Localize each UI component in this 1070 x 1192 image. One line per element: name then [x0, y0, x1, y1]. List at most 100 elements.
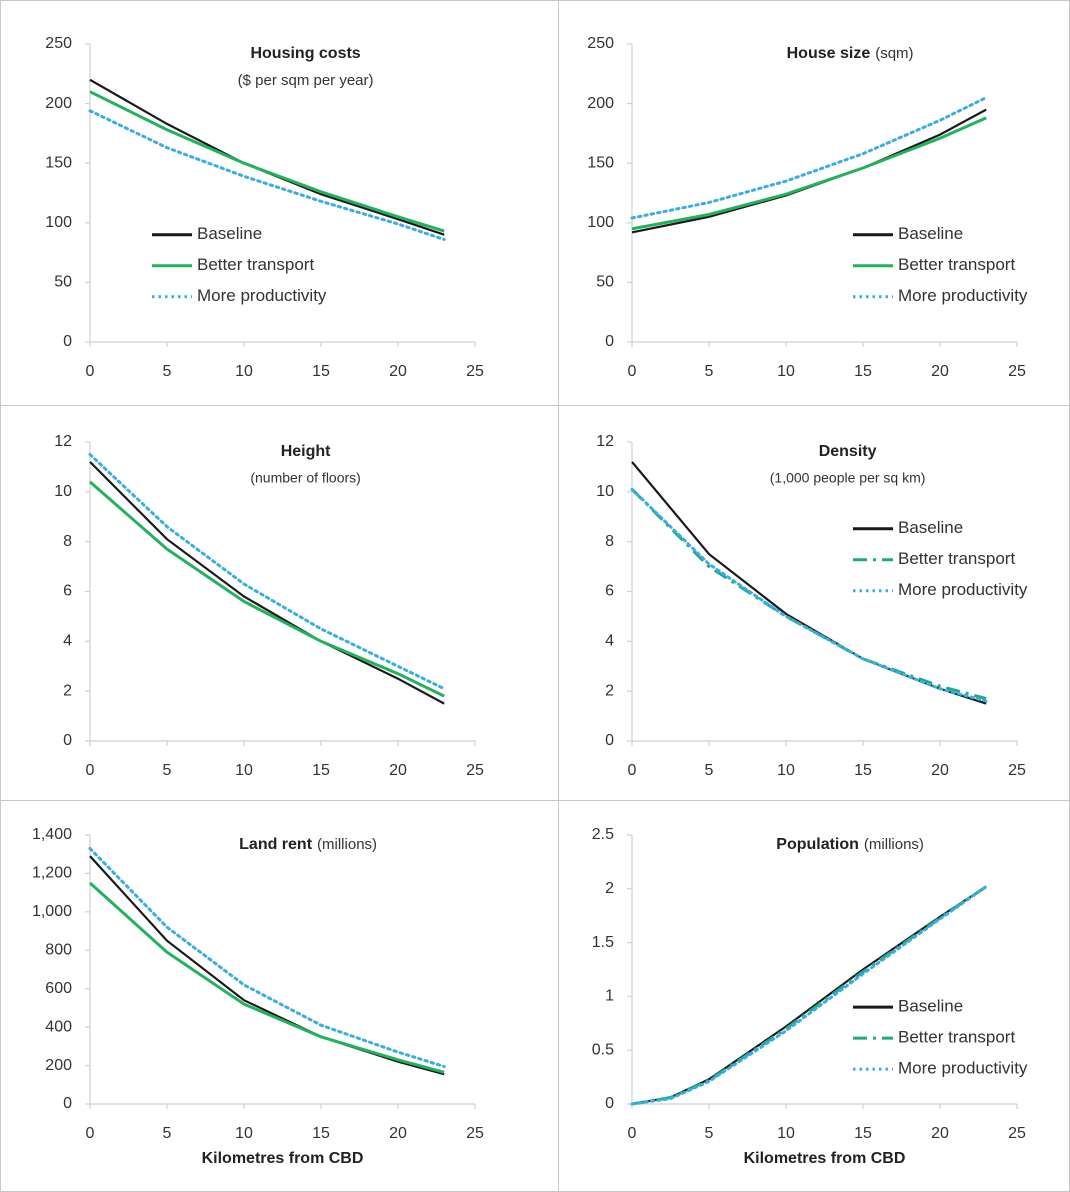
- x-tick-label: 25: [1008, 363, 1026, 380]
- legend-label: Better transport: [898, 1028, 1015, 1047]
- series-line: [88, 109, 446, 241]
- chart-title: Housing costs: [250, 45, 360, 62]
- chart-title: Height: [281, 443, 331, 460]
- y-tick-label: 10: [54, 483, 72, 500]
- y-tick-label: 0: [605, 1095, 614, 1112]
- legend-label: More productivity: [898, 286, 1028, 305]
- y-tick-label: 6: [63, 583, 72, 600]
- x-tick-label: 20: [389, 363, 407, 380]
- x-tick-label: 25: [466, 363, 484, 380]
- x-tick-label: 10: [777, 762, 795, 779]
- x-tick-label: 25: [1008, 1125, 1026, 1142]
- y-tick-label: 1,200: [32, 865, 72, 882]
- x-tick-label: 20: [931, 1125, 949, 1142]
- chart-subtitle: (number of floors): [250, 470, 360, 486]
- chart-title: Land rent: [239, 836, 313, 853]
- legend-label: More productivity: [898, 580, 1028, 599]
- y-tick-label: 2: [605, 682, 614, 699]
- x-tick-label: 20: [931, 363, 949, 380]
- y-tick-label: 1: [605, 988, 614, 1005]
- legend-label: Baseline: [898, 224, 963, 243]
- y-tick-label: 8: [63, 533, 72, 550]
- y-tick-label: 150: [587, 154, 614, 171]
- y-tick-label: 1,000: [32, 903, 72, 920]
- y-tick-label: 12: [54, 433, 72, 450]
- legend-label: More productivity: [898, 1059, 1028, 1078]
- x-tick-label: 15: [312, 1125, 330, 1142]
- legend-label: Baseline: [898, 518, 963, 537]
- legend-label: Better transport: [898, 255, 1015, 274]
- series-line: [88, 847, 446, 1068]
- x-tick-label: 5: [163, 363, 172, 380]
- y-tick-label: 4: [605, 633, 614, 650]
- x-tick-label: 5: [705, 762, 714, 779]
- y-tick-label: 0: [605, 732, 614, 749]
- series-line: [631, 116, 987, 231]
- x-tick-label: 0: [86, 1125, 95, 1142]
- x-tick-label: 25: [466, 1125, 484, 1142]
- x-tick-label: 0: [628, 363, 637, 380]
- legend-label: Baseline: [898, 997, 963, 1016]
- series-line: [630, 487, 988, 703]
- series-line: [630, 885, 988, 1106]
- x-tick-label: 20: [389, 1125, 407, 1142]
- series-line: [631, 108, 987, 234]
- y-tick-label: 0: [63, 732, 72, 749]
- y-tick-label: 0: [63, 333, 72, 350]
- y-tick-label: 4: [63, 633, 72, 650]
- y-tick-label: 250: [45, 35, 72, 52]
- y-tick-label: 200: [45, 1057, 72, 1074]
- x-tick-label: 0: [86, 762, 95, 779]
- y-tick-label: 10: [596, 483, 614, 500]
- legend-label: More productivity: [197, 286, 327, 305]
- x-tick-label: 20: [931, 762, 949, 779]
- y-tick-label: 0: [605, 333, 614, 350]
- x-tick-label: 15: [312, 363, 330, 380]
- y-tick-label: 100: [45, 214, 72, 231]
- x-tick-label: 25: [1008, 762, 1026, 779]
- x-tick-label: 10: [777, 363, 795, 380]
- x-tick-label: 5: [705, 363, 714, 380]
- y-tick-label: 600: [45, 980, 72, 997]
- chart-subtitle: (1,000 people per sq km): [770, 470, 926, 486]
- y-tick-label: 800: [45, 942, 72, 959]
- y-tick-label: 0.5: [592, 1041, 614, 1058]
- x-tick-label: 5: [163, 762, 172, 779]
- x-tick-label: 10: [777, 1125, 795, 1142]
- x-tick-label: 15: [312, 762, 330, 779]
- y-tick-label: 100: [587, 214, 614, 231]
- y-tick-label: 8: [605, 533, 614, 550]
- x-axis-label: Kilometres from CBD: [744, 1150, 906, 1167]
- chart-title: Density: [819, 443, 877, 460]
- x-tick-label: 5: [163, 1125, 172, 1142]
- series-line: [88, 881, 445, 1074]
- y-tick-label: 250: [587, 35, 614, 52]
- legend-label: Better transport: [898, 549, 1015, 568]
- x-tick-label: 15: [854, 363, 872, 380]
- y-tick-label: 150: [45, 154, 72, 171]
- series-line: [89, 78, 445, 236]
- y-tick-label: 2.5: [592, 826, 614, 843]
- chart-subtitle: (millions): [317, 836, 377, 853]
- x-tick-label: 5: [705, 1125, 714, 1142]
- series-line: [89, 855, 445, 1076]
- series-line: [89, 480, 445, 698]
- y-tick-label: 2: [605, 880, 614, 897]
- chart-subtitle: (sqm): [875, 45, 913, 62]
- chart-title: Population: [776, 836, 859, 853]
- series-line: [88, 453, 446, 691]
- y-tick-label: 1,400: [32, 826, 72, 843]
- x-tick-label: 0: [86, 363, 95, 380]
- x-tick-label: 10: [235, 363, 253, 380]
- y-tick-label: 12: [596, 433, 614, 450]
- legend-label: Baseline: [197, 224, 262, 243]
- y-tick-label: 50: [596, 274, 614, 291]
- x-tick-label: 10: [235, 762, 253, 779]
- x-tick-label: 10: [235, 1125, 253, 1142]
- series-line: [630, 96, 988, 220]
- legend-label: Better transport: [197, 255, 314, 274]
- y-tick-label: 0: [63, 1095, 72, 1112]
- x-tick-label: 20: [389, 762, 407, 779]
- x-axis-label: Kilometres from CBD: [202, 1150, 364, 1167]
